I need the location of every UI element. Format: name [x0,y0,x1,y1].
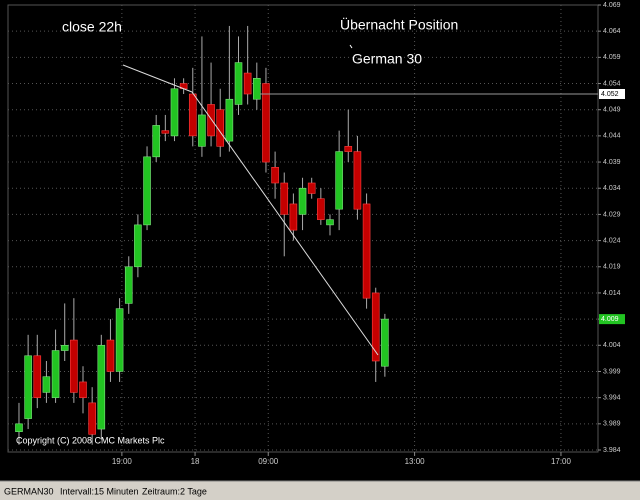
y-tick-label: 4.029 [603,211,621,218]
candle-body [317,198,325,220]
candle-body [124,266,133,304]
y-tick-label: 4.039 [603,159,621,166]
x-tick-label: 17:00 [551,457,572,466]
candles [15,25,389,445]
candle-body [170,88,179,137]
candle-body [298,187,307,215]
candle-body [207,104,215,137]
candle-body [307,182,316,194]
annotation: Übernacht Position [340,16,458,33]
candle-body [60,344,69,351]
y-tick-label: 3.999 [603,368,621,375]
candle-body [326,219,334,226]
y-tick-label: 4.014 [603,290,621,297]
y-tick-label: 3.994 [603,394,621,401]
y-tick-label: 4.054 [603,80,621,87]
annotation-mark [349,44,353,49]
y-tick-label: 4.019 [603,264,621,271]
candle-body [234,62,243,105]
candle-body [262,83,270,163]
annotation: German 30 [352,51,422,67]
candle-body [106,339,115,372]
x-tick-label: 09:00 [258,457,279,466]
y-tick-label: 4.034 [603,185,621,192]
candle-body [97,344,106,430]
grid [8,4,598,452]
annotation: close 22h [62,19,122,35]
x-tick-label: 18 [191,457,200,466]
candle-body [216,109,225,147]
y-tick-label: 3.984 [603,447,621,454]
candle-body [188,93,197,137]
status-range: Zeitraum:2 Tage [142,486,207,496]
candle-body [134,224,142,268]
status-symbol: GERMAN30 [4,486,54,496]
y-tick-label: 4.044 [603,133,621,140]
candle-body [280,182,289,215]
candle-body [344,146,353,152]
y-tick-label: 4.064 [603,28,621,35]
candle-body [88,402,96,435]
candle-body [115,308,124,372]
candle-body [271,166,279,184]
candle-body [381,318,389,367]
candle-body [253,77,261,100]
reference-price-label: 4.052 [601,91,619,98]
y-tick-label: 4.024 [603,237,621,244]
y-tick-label: 4.069 [603,2,621,9]
candle-body [70,339,78,393]
candle-body [33,355,42,398]
candle-body [371,292,380,362]
last-price-label: 4.009 [601,316,619,323]
status-interval: Intervall:15 Minuten [60,486,139,496]
candle-body [362,203,371,299]
last-price-box [599,314,625,325]
candle-body [198,114,206,147]
candle-body [79,381,87,398]
candle-body [225,98,234,142]
y-tick-label: 4.004 [603,342,621,349]
trend-line [191,91,379,356]
candle-body [243,72,252,95]
x-tick-label: 13:00 [405,457,426,466]
copyright: Copyright (C) 2008 CMC Markets Plc [16,435,165,445]
y-tick-label: 3.989 [603,421,621,428]
candle-body [24,355,32,419]
candle-body [42,376,51,393]
candle-body [289,203,298,231]
status-bar [0,481,640,500]
plot-frame [7,4,599,453]
candle-body [161,130,170,134]
trend-line [122,64,193,93]
candle-body [152,125,160,158]
reference-price-box [599,89,625,99]
candle-body [335,151,343,210]
x-tick-label: 19:00 [112,457,133,466]
candle-body [51,350,60,398]
y-tick-label: 4.059 [603,54,621,61]
candle-body [353,151,362,210]
y-tick-label: 4.049 [603,107,621,114]
candle-body [15,423,23,432]
candle-body [143,156,151,226]
